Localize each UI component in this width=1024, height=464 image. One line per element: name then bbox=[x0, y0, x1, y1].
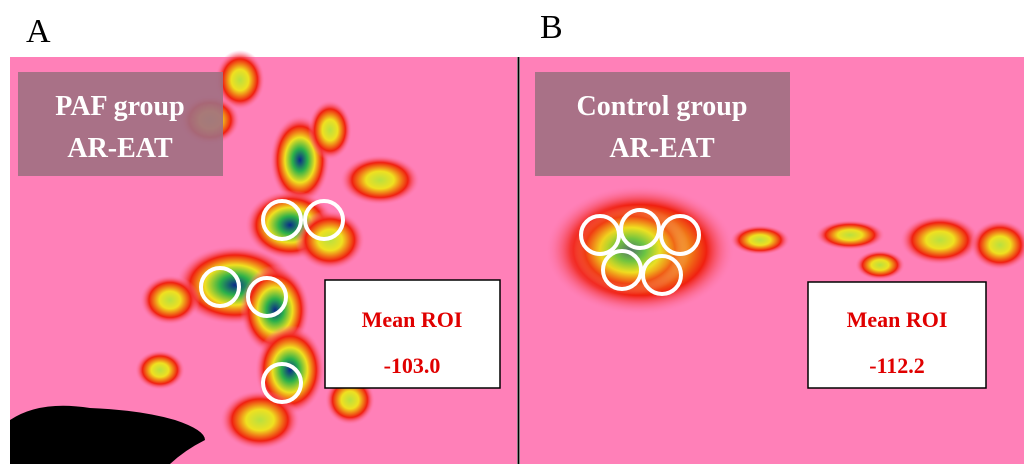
figure: A B PAF group AR-EAT bbox=[0, 0, 1024, 464]
roi-value: -112.2 bbox=[869, 353, 925, 378]
group-label: AR-EAT bbox=[67, 133, 173, 164]
roi-title: Mean ROI bbox=[362, 307, 463, 332]
panel-b: Control group AR-EAT Mean ROI -112.2 bbox=[520, 57, 1024, 464]
panel-a: PAF group AR-EAT Mean ROI -103.0 bbox=[10, 50, 517, 464]
group-label: Control group bbox=[577, 91, 748, 122]
group-label: PAF group bbox=[55, 91, 184, 122]
roi-title: Mean ROI bbox=[847, 307, 948, 332]
panel-letter: A bbox=[26, 13, 51, 50]
roi-value: -103.0 bbox=[384, 353, 441, 378]
panel-letter: B bbox=[540, 9, 563, 46]
group-label: AR-EAT bbox=[609, 133, 715, 164]
page: {"panels": [ {"letter": "A", "label_line… bbox=[0, 0, 1024, 464]
